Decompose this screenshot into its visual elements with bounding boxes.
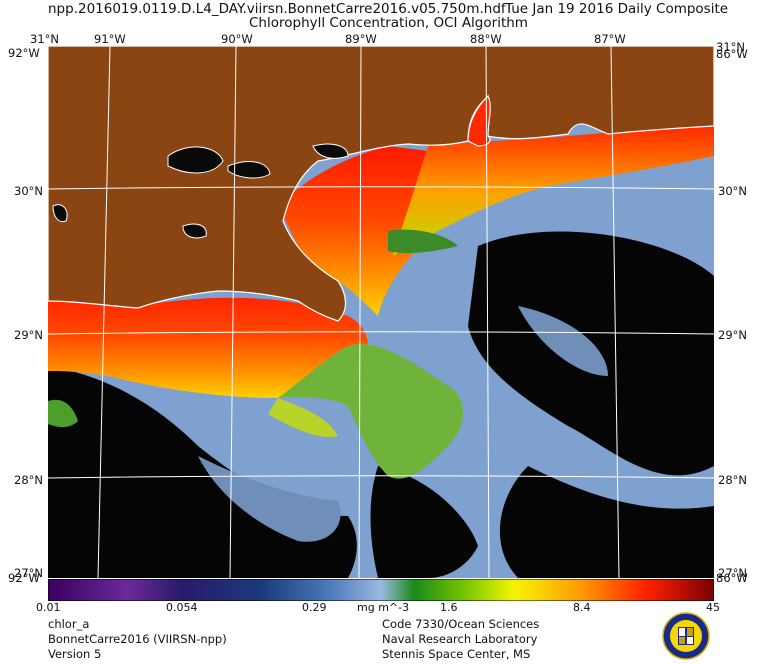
corner-lon-top-right: 86°W [716, 47, 748, 61]
lat-label-right-30n: 30°N [718, 184, 747, 198]
lon-label-88w: 88°W [470, 32, 502, 46]
lat-label-left-28n: 28°N [14, 473, 43, 487]
lon-label-91w: 91°W [94, 32, 126, 46]
dataset-name: BonnetCarre2016 (VIIRSN-npp) [48, 632, 227, 646]
colorbar-label-3: 0.29 [302, 601, 327, 614]
colorbar [48, 579, 714, 601]
clear-water-patches [198, 306, 608, 542]
lon-label-89w: 89°W [345, 32, 377, 46]
colorbar-units: mg m^-3 [357, 601, 410, 614]
organization-code: Code 7330/Ocean Sciences [382, 617, 540, 631]
lon-label-87w: 87°W [594, 32, 626, 46]
graticule [48, 46, 714, 578]
green-east-patch [388, 229, 458, 254]
product-variable: chlor_a [48, 617, 90, 631]
chlorophyll-map [48, 46, 714, 578]
yellow-shelf-water [268, 398, 338, 437]
product-title: Chlorophyll Concentration, OCI Algorithm [249, 15, 528, 31]
file-name: npp.2016019.0119.D.L4_DAY.viirsn.BonnetC… [48, 1, 506, 17]
colorbar-label-5: 8.4 [573, 601, 591, 614]
colorbar-label-min: 0.01 [36, 601, 61, 614]
green-shelf-water [278, 344, 463, 479]
lon-label-90w: 90°W [221, 32, 253, 46]
coastal-plume-east [393, 126, 714, 256]
organization-location: Stennis Space Center, MS [382, 647, 531, 661]
green-west-patch [48, 399, 78, 428]
mobile-bay [467, 94, 491, 147]
corner-lat-bottom-left: 27°N [14, 566, 43, 580]
organization-name: Naval Research Laboratory [382, 632, 538, 646]
corner-lat-top-left: 31°N [30, 32, 59, 46]
coastal-plume-west [48, 286, 368, 398]
land-louisiana-mississippi [48, 46, 714, 322]
footer-left: chlor_a BonnetCarre2016 (VIIRSN-npp) Ver… [48, 617, 227, 662]
version: Version 5 [48, 647, 102, 661]
lat-label-right-28n: 28°N [718, 473, 747, 487]
lat-label-left-29n: 29°N [14, 328, 43, 342]
coastal-lakes [52, 143, 349, 239]
lat-label-left-30n: 30°N [14, 184, 43, 198]
corner-lat-top-right: 31°N [716, 40, 745, 54]
composite-date: Tue Jan 19 2016 Daily Composite [505, 1, 729, 17]
colorbar-gradient [48, 579, 714, 601]
lat-label-right-29n: 29°N [718, 328, 747, 342]
footer-right: Code 7330/Ocean Sciences Naval Research … [382, 617, 539, 662]
nrl-seal-icon [662, 612, 710, 660]
corner-lat-bottom-right: 27°N [718, 566, 747, 580]
colorbar-label-4: 1.6 [440, 601, 458, 614]
colorbar-label-2: 0.054 [166, 601, 198, 614]
corner-lon-bottom-left: 92°W [8, 571, 40, 585]
corner-lon-top-left: 92°W [8, 46, 40, 60]
colorbar-label-max: 45 [706, 601, 720, 614]
corner-lon-bottom-right: 86°W [716, 571, 748, 585]
